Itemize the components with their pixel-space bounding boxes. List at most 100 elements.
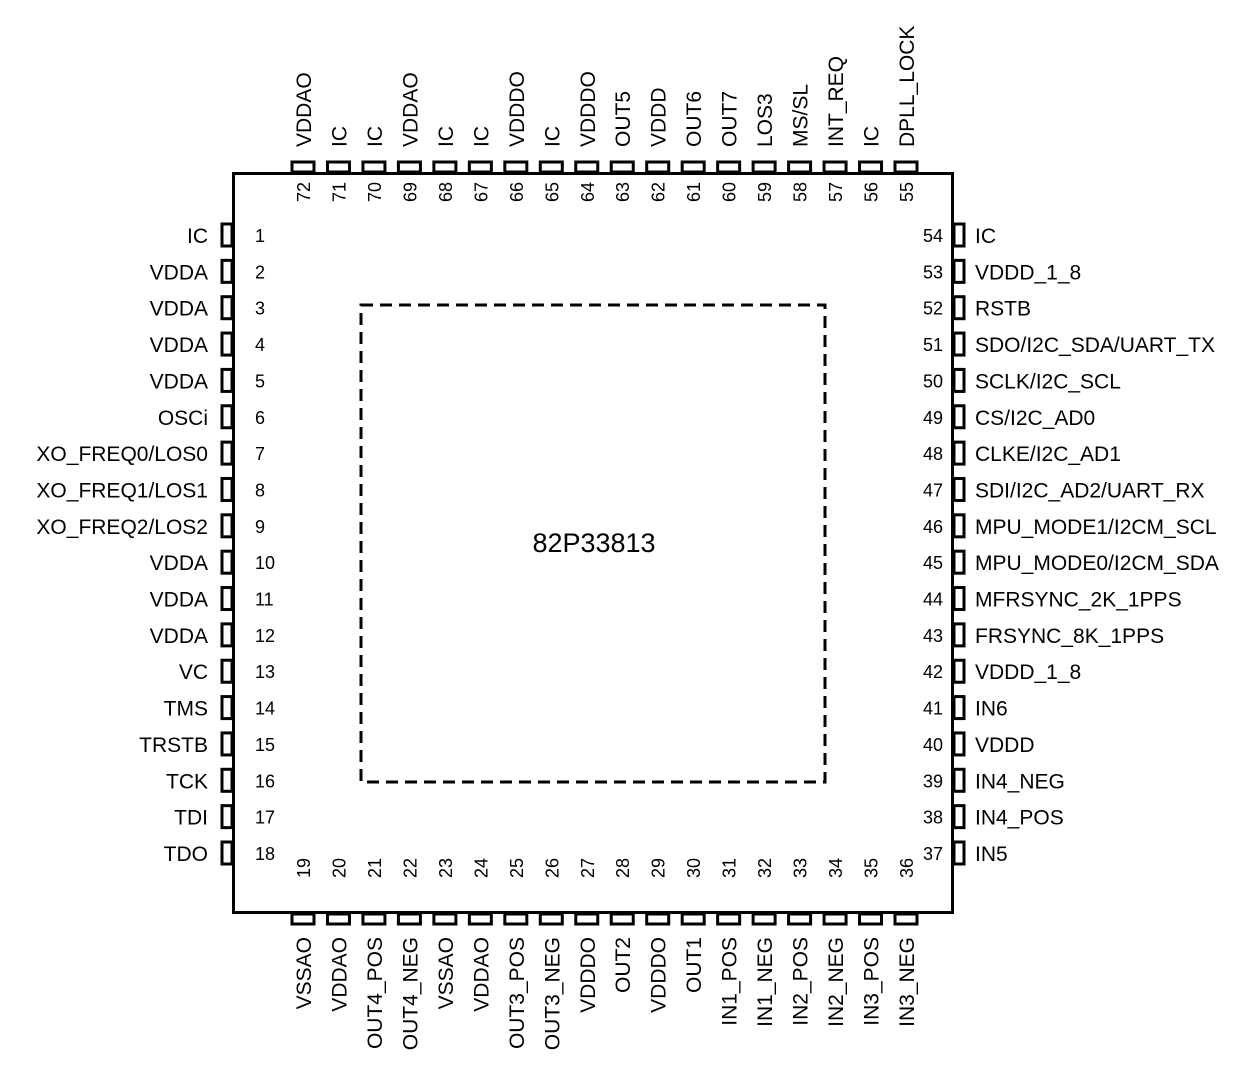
chip-body: [232, 172, 954, 914]
pin-49-number: 49: [923, 408, 943, 428]
pin-39-number: 39: [923, 771, 943, 791]
pin-17-number: 17: [255, 808, 275, 828]
pin-41-label: IN6: [975, 698, 1008, 721]
pin-21-label: OUT4_POS: [364, 937, 387, 1049]
pin-38-pad: [952, 804, 966, 830]
pin-39-label: IN4_NEG: [975, 770, 1065, 793]
pin-32-label: IN1_NEG: [754, 937, 777, 1027]
pin-40-pad: [952, 731, 966, 757]
pin-16-number: 16: [255, 771, 275, 791]
pin-71-number: 71: [329, 182, 349, 202]
pin-6-number: 6: [255, 408, 265, 428]
pin-65-number: 65: [542, 182, 562, 202]
pin-49-pad: [952, 404, 966, 430]
pin-45-number: 45: [923, 553, 943, 573]
pin-12-label: VDDA: [150, 625, 208, 648]
pin-54-label: IC: [975, 225, 996, 248]
pin-16-pad: [220, 767, 234, 793]
pin-64-pad: [574, 160, 600, 174]
pin-14-number: 14: [255, 699, 275, 719]
pin-37-number: 37: [923, 844, 943, 864]
chip-part-number: 82P33813: [532, 528, 655, 558]
pin-72-number: 72: [294, 182, 314, 202]
pin-30-number: 30: [684, 858, 704, 878]
pin-52-label: RSTB: [975, 298, 1031, 321]
pin-22-pad: [396, 912, 422, 926]
pin-71-label: IC: [328, 126, 351, 147]
pin-1-number: 1: [255, 226, 265, 246]
pin-48-label: CLKE/I2C_AD1: [975, 443, 1121, 466]
pin-28-label: OUT2: [612, 937, 635, 993]
pin-55-number: 55: [897, 182, 917, 202]
pin-61-label: OUT6: [683, 91, 706, 147]
pin-3-label: VDDA: [150, 298, 208, 321]
pin-69-number: 69: [400, 182, 420, 202]
pin-58-number: 58: [791, 182, 811, 202]
pin-58-pad: [787, 160, 813, 174]
pin-13-number: 13: [255, 662, 275, 682]
pin-34-number: 34: [826, 858, 846, 878]
pin-52-pad: [952, 295, 966, 321]
pin-28-pad: [609, 912, 635, 926]
pin-4-label: VDDA: [150, 334, 208, 357]
pin-64-label: VDDDO: [577, 71, 600, 147]
pin-27-number: 27: [578, 858, 598, 878]
pin-70-label: IC: [364, 126, 387, 147]
pin-26-pad: [538, 912, 564, 926]
pin-47-pad: [952, 476, 966, 502]
pin-57-label: INT_REQ: [825, 56, 848, 147]
pin-57-pad: [822, 160, 848, 174]
pin-56-label: IC: [861, 126, 884, 147]
pin-65-pad: [538, 160, 564, 174]
pin-15-number: 15: [255, 735, 275, 755]
pin-38-number: 38: [923, 808, 943, 828]
pin-70-pad: [361, 160, 387, 174]
pin-6-pad: [220, 404, 234, 430]
pin-10-pad: [220, 549, 234, 575]
pin-2-pad: [220, 258, 234, 284]
pin-13-label: VC: [179, 661, 208, 684]
pin-68-number: 68: [436, 182, 456, 202]
pin-63-number: 63: [613, 182, 633, 202]
pin-12-number: 12: [255, 626, 275, 646]
pin-43-pad: [952, 622, 966, 648]
pin-60-pad: [716, 160, 742, 174]
pin-8-pad: [220, 476, 234, 502]
pin-42-number: 42: [923, 662, 943, 682]
pin-70-number: 70: [365, 182, 385, 202]
pin-19-label: VSSAO: [293, 937, 316, 1009]
pin-31-number: 31: [720, 858, 740, 878]
pin-26-number: 26: [542, 858, 562, 878]
pin-31-pad: [716, 912, 742, 926]
pin-8-number: 8: [255, 480, 265, 500]
pin-36-number: 36: [897, 858, 917, 878]
pin-65-label: IC: [541, 126, 564, 147]
pin-14-pad: [220, 695, 234, 721]
pin-36-label: IN3_NEG: [896, 937, 919, 1027]
pin-51-number: 51: [923, 335, 943, 355]
pin-56-pad: [858, 160, 884, 174]
pin-46-label: MPU_MODE1/I2CM_SCL: [975, 516, 1217, 539]
pin-35-label: IN3_POS: [861, 937, 884, 1026]
pin-37-label: IN5: [975, 843, 1008, 866]
pin-55-pad: [893, 160, 919, 174]
pin-66-pad: [503, 160, 529, 174]
pin-46-number: 46: [923, 517, 943, 537]
pin-26-label: OUT3_NEG: [541, 937, 564, 1050]
pin-2-number: 2: [255, 262, 265, 282]
pin-5-label: VDDA: [150, 370, 208, 393]
pin-11-label: VDDA: [150, 589, 208, 612]
pin-17-label: TDI: [174, 807, 208, 830]
pin-66-label: VDDDO: [506, 71, 529, 147]
pin-59-label: LOS3: [754, 93, 777, 147]
pin-55-label: DPLL_LOCK: [896, 26, 919, 147]
pin-67-number: 67: [471, 182, 491, 202]
pin-29-pad: [645, 912, 671, 926]
pin-46-pad: [952, 513, 966, 539]
pin-27-pad: [574, 912, 600, 926]
pin-7-label: XO_FREQ0/LOS0: [36, 443, 208, 466]
pin-42-label: VDDD_1_8: [975, 661, 1081, 684]
pin-33-pad: [787, 912, 813, 926]
pin-21-pad: [361, 912, 387, 926]
